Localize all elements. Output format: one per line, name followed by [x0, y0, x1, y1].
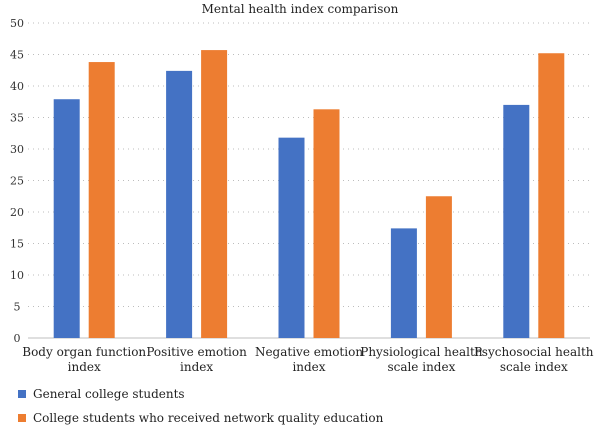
x-tick-label: Psychosocial health scale index — [474, 345, 594, 374]
y-tick-label: 50 — [10, 17, 24, 30]
bar-series-0-category-4 — [503, 104, 530, 339]
bar-series-0-category-2 — [278, 137, 305, 338]
y-tick-label: 15 — [10, 238, 24, 251]
bar-series-1-category-1 — [201, 50, 228, 339]
chart-title: Mental health index comparison — [202, 2, 399, 16]
legend-swatch-network-education — [18, 414, 26, 422]
y-tick-label: 10 — [10, 269, 24, 282]
y-tick-label: 35 — [10, 112, 24, 125]
legend-item-network-education: College students who received network qu… — [18, 411, 383, 425]
y-tick-label: 30 — [10, 143, 24, 156]
y-tick-label: 20 — [10, 206, 24, 219]
x-tick-label: Body organ function index — [22, 345, 146, 374]
legend-label-network-education: College students who received network qu… — [33, 411, 384, 425]
x-tick-label: Negative emotion index — [255, 345, 363, 374]
y-tick-label: 0 — [14, 332, 21, 345]
x-tick-label: Positive emotion index — [146, 345, 247, 374]
x-tick-label: Physiological health scale index — [360, 345, 483, 374]
y-axis-ticks: 0 5 10 15 20 25 30 35 40 45 50 — [10, 17, 24, 345]
bar-series-0-category-3 — [390, 228, 417, 338]
gridlines — [28, 22, 590, 307]
legend-item-general: General college students — [18, 387, 185, 401]
bar-series-1-category-4 — [538, 53, 565, 339]
y-tick-label: 5 — [14, 301, 21, 314]
bars — [53, 50, 565, 339]
bar-series-0-category-0 — [53, 99, 80, 338]
bar-series-1-category-2 — [313, 109, 340, 338]
y-tick-label: 40 — [10, 80, 24, 93]
legend-label-general: General college students — [33, 387, 185, 401]
y-tick-label: 45 — [10, 49, 24, 62]
bar-series-1-category-3 — [425, 196, 452, 338]
bar-series-1-category-0 — [88, 62, 115, 339]
bar-series-0-category-1 — [166, 70, 193, 338]
legend-swatch-general — [18, 390, 26, 398]
y-tick-label: 25 — [10, 175, 24, 188]
